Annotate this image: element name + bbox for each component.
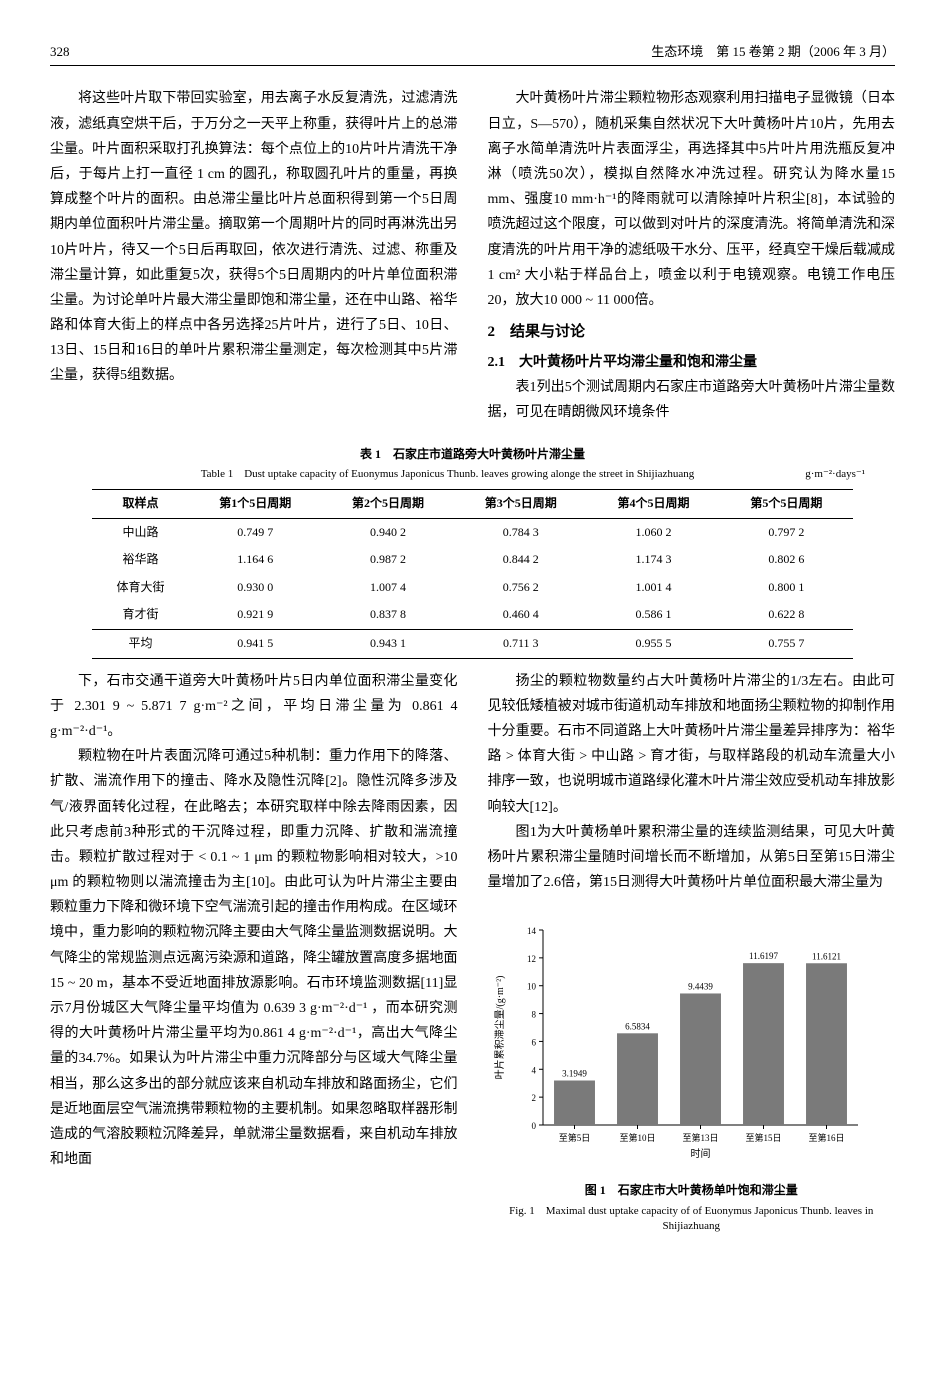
figure-1-chart: 0 2 4 6 8 10 12 14 叶片累积滞尘量/(g·m⁻²) 3.1949 至第5日 6.58… <box>488 915 868 1165</box>
svg-text:至第13日: 至第13日 <box>682 1132 718 1143</box>
top-columns: 将这些叶片取下带回实验室，用去离子水反复清洗，过滤清洗液，滤纸真空烘干后，于万分… <box>50 86 895 425</box>
svg-text:10: 10 <box>527 982 537 992</box>
figure-1-block: 0 2 4 6 8 10 12 14 叶片累积滞尘量/(g·m⁻²) 3.1949 至第5日 6.58… <box>488 915 896 1235</box>
svg-text:2: 2 <box>531 1093 536 1103</box>
table-cell: 0.711 3 <box>454 630 587 659</box>
table-cell: 平均 <box>92 630 189 659</box>
table-row: 育才街0.921 90.837 80.460 40.586 10.622 8 <box>92 601 853 629</box>
table-cell: 0.800 1 <box>720 574 853 602</box>
table-cell: 中山路 <box>92 518 189 546</box>
table-cell: 0.622 8 <box>720 601 853 629</box>
table-cell: 0.755 7 <box>720 630 853 659</box>
lower-right-p1: 扬尘的颗粒物数量约占大叶黄杨叶片滞尘的1/3左右。由此可见较低矮植被对城市街道机… <box>488 669 896 820</box>
svg-text:至第15日: 至第15日 <box>745 1132 781 1143</box>
section-2-1-title: 2.1 大叶黄杨叶片平均滞尘量和饱和滞尘量 <box>488 350 896 375</box>
table-1-unit: g·m⁻²·days⁻¹ <box>785 465 895 485</box>
top-left-paragraph: 将这些叶片取下带回实验室，用去离子水反复清洗，过滤清洗液，滤纸真空烘干后，于万分… <box>50 86 458 388</box>
top-right-paragraph: 大叶黄杨叶片滞尘颗粒物形态观察利用扫描电子显微镜（日本日立，S—570），随机采… <box>488 86 896 313</box>
table-cell: 0.941 5 <box>189 630 322 659</box>
table-cell: 0.797 2 <box>720 518 853 546</box>
table-cell: 1.001 4 <box>587 574 720 602</box>
svg-text:3.1949: 3.1949 <box>562 1069 587 1079</box>
svg-text:叶片累积滞尘量/(g·m⁻²): 叶片累积滞尘量/(g·m⁻²) <box>493 976 506 1080</box>
table-cell: 0.930 0 <box>189 574 322 602</box>
table-cell: 裕华路 <box>92 546 189 574</box>
table-cell: 体育大街 <box>92 574 189 602</box>
journal-info: 生态环境 第 15 卷第 2 期（2006 年 3 月） <box>651 40 895 63</box>
top-left-col: 将这些叶片取下带回实验室，用去离子水反复清洗，过滤清洗液，滤纸真空烘干后，于万分… <box>50 86 458 425</box>
table-1-caption-en: Table 1 Dust uptake capacity of Euonymus… <box>50 465 765 485</box>
table-cell: 1.060 2 <box>587 518 720 546</box>
table-cell: 0.955 5 <box>587 630 720 659</box>
table-cell: 0.921 9 <box>189 601 322 629</box>
svg-text:至第16日: 至第16日 <box>808 1132 844 1143</box>
lower-left-col: 下，石市交通干道旁大叶黄杨叶片5日内单位面积滞尘量变化于 2.301 9 ~ 5… <box>50 669 458 1235</box>
table-row: 平均0.941 50.943 10.711 30.955 50.755 7 <box>92 630 853 659</box>
table-1: 取样点第1个5日周期第2个5日周期第3个5日周期第4个5日周期第5个5日周期 中… <box>92 489 853 659</box>
table-cell: 1.174 3 <box>587 546 720 574</box>
table-1-block: 表 1 石家庄市道路旁大叶黄杨叶片滞尘量 Table 1 Dust uptake… <box>50 444 895 659</box>
svg-text:8: 8 <box>531 1010 536 1020</box>
svg-text:14: 14 <box>527 926 537 936</box>
table-header-cell: 第2个5日周期 <box>322 490 455 519</box>
svg-text:至第5日: 至第5日 <box>558 1132 590 1143</box>
lower-right-p2: 图1为大叶黄杨单叶累积滞尘量的连续监测结果，可见大叶黄杨叶片累积滞尘量随时间增长… <box>488 820 896 896</box>
svg-text:时间: 时间 <box>690 1147 710 1160</box>
table-header-cell: 第4个5日周期 <box>587 490 720 519</box>
table-cell: 育才街 <box>92 601 189 629</box>
table-header-cell: 第1个5日周期 <box>189 490 322 519</box>
table-header-cell: 取样点 <box>92 490 189 519</box>
figure-1-caption-en: Fig. 1 Maximal dust uptake capacity of o… <box>488 1204 896 1235</box>
svg-text:12: 12 <box>527 954 536 964</box>
lower-left-p1: 下，石市交通干道旁大叶黄杨叶片5日内单位面积滞尘量变化于 2.301 9 ~ 5… <box>50 669 458 745</box>
table-cell: 1.164 6 <box>189 546 322 574</box>
table-row: 中山路0.749 70.940 20.784 31.060 20.797 2 <box>92 518 853 546</box>
table-cell: 0.943 1 <box>322 630 455 659</box>
svg-text:6: 6 <box>531 1038 536 1048</box>
table-cell: 0.586 1 <box>587 601 720 629</box>
section-2-1-intro: 表1列出5个测试周期内石家庄市道路旁大叶黄杨叶片滞尘量数据，可见在晴朗微风环境条… <box>488 375 896 425</box>
table-cell: 0.749 7 <box>189 518 322 546</box>
svg-text:11.6197: 11.6197 <box>749 951 778 961</box>
table-cell: 1.007 4 <box>322 574 455 602</box>
figure-1-caption-cn: 图 1 石家庄市大叶黄杨单叶饱和滞尘量 <box>488 1180 896 1202</box>
page-number: 328 <box>50 40 70 63</box>
table-header-cell: 第3个5日周期 <box>454 490 587 519</box>
table-cell: 0.987 2 <box>322 546 455 574</box>
lower-columns: 下，石市交通干道旁大叶黄杨叶片5日内单位面积滞尘量变化于 2.301 9 ~ 5… <box>50 669 895 1235</box>
top-right-col: 大叶黄杨叶片滞尘颗粒物形态观察利用扫描电子显微镜（日本日立，S—570），随机采… <box>488 86 896 425</box>
table-row: 裕华路1.164 60.987 20.844 21.174 30.802 6 <box>92 546 853 574</box>
page-header: 328 生态环境 第 15 卷第 2 期（2006 年 3 月） <box>50 40 895 66</box>
svg-text:0: 0 <box>531 1121 536 1131</box>
svg-text:9.4439: 9.4439 <box>688 982 713 992</box>
table-row: 体育大街0.930 01.007 40.756 21.001 40.800 1 <box>92 574 853 602</box>
table-cell: 0.756 2 <box>454 574 587 602</box>
lower-right-col: 扬尘的颗粒物数量约占大叶黄杨叶片滞尘的1/3左右。由此可见较低矮植被对城市街道机… <box>488 669 896 1235</box>
svg-text:6.5834: 6.5834 <box>625 1022 650 1032</box>
table-cell: 0.837 8 <box>322 601 455 629</box>
lower-left-p2: 颗粒物在叶片表面沉降可通过5种机制：重力作用下的降落、扩散、湍流作用下的撞击、降… <box>50 744 458 1172</box>
section-2-title: 2 结果与讨论 <box>488 319 896 346</box>
svg-text:11.6121: 11.6121 <box>812 952 841 962</box>
table-cell: 0.802 6 <box>720 546 853 574</box>
table-header-cell: 第5个5日周期 <box>720 490 853 519</box>
table-cell: 0.784 3 <box>454 518 587 546</box>
table-cell: 0.940 2 <box>322 518 455 546</box>
svg-text:至第10日: 至第10日 <box>619 1132 655 1143</box>
svg-text:4: 4 <box>531 1066 536 1076</box>
table-cell: 0.460 4 <box>454 601 587 629</box>
table-1-caption-cn: 表 1 石家庄市道路旁大叶黄杨叶片滞尘量 <box>50 444 895 466</box>
table-cell: 0.844 2 <box>454 546 587 574</box>
